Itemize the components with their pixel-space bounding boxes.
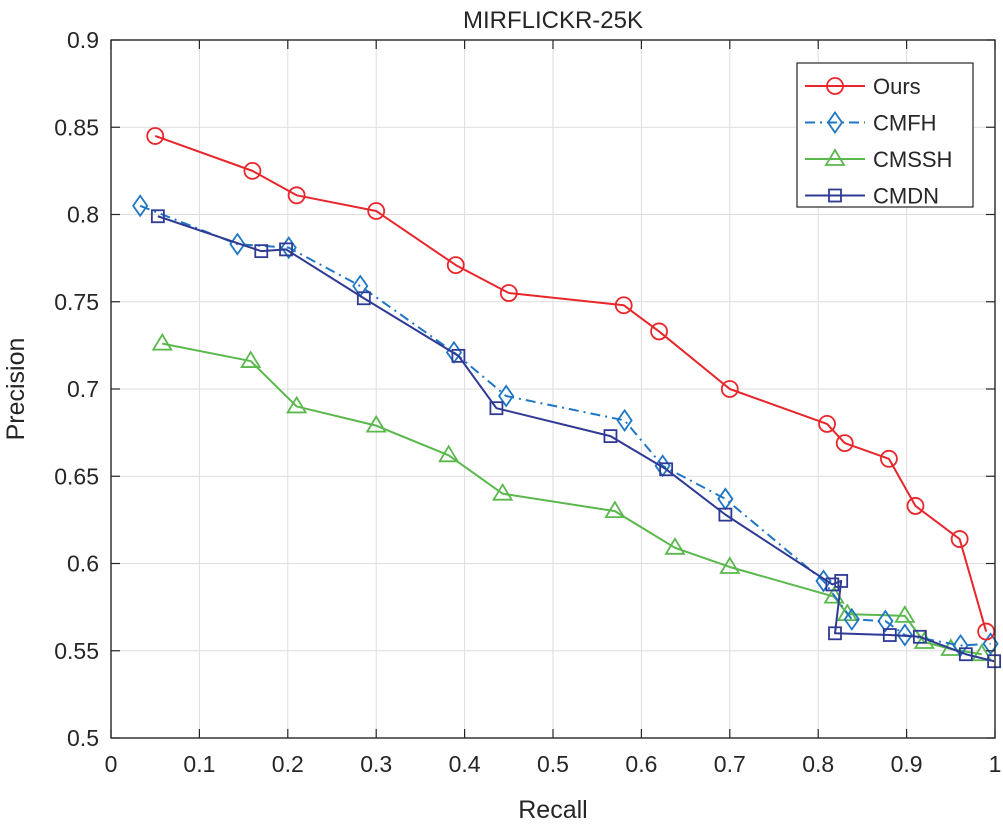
data-point-cmssh (240, 350, 262, 368)
y-tick-label: 0.85 (54, 114, 99, 140)
data-point-cmdn (882, 628, 897, 642)
data-point-cmdn (659, 462, 674, 477)
data-point-cmssh (151, 332, 173, 351)
legend-item-ours: Ours (805, 74, 921, 99)
data-point-cmssh (664, 537, 686, 555)
y-tick-label: 0.65 (54, 463, 99, 489)
data-point-cmfh (843, 607, 860, 631)
series-cmdn (150, 209, 1002, 669)
data-point-cmfh (896, 623, 913, 647)
data-point-ours (499, 284, 518, 302)
series-line-ours (154, 135, 988, 632)
data-point-cmdn (451, 348, 466, 363)
data-point-cmssh (604, 500, 626, 519)
data-point-ours (287, 186, 306, 205)
data-point-cmdn (958, 647, 973, 662)
data-point-cmdn (834, 574, 849, 588)
data-point-cmssh (365, 414, 387, 433)
series-ours (146, 127, 996, 641)
data-point-cmdn (912, 629, 927, 644)
data-point-cmdn (356, 291, 371, 306)
series-line-cmssh (162, 342, 982, 656)
y-tick-label: 0.5 (67, 725, 99, 751)
data-point-cmssh (836, 603, 858, 622)
data-point-cmdn (828, 626, 842, 641)
y-tick-label: 0.8 (67, 202, 99, 228)
x-tick-label: 0.3 (360, 751, 392, 777)
data-point-ours (880, 449, 898, 468)
series-line-cmdn (157, 215, 995, 663)
legend-marker-cmssh (824, 148, 846, 166)
data-point-cmdn (718, 507, 733, 522)
legend-item-cmfh: CMFH (805, 111, 937, 136)
y-axis-label: Precision (2, 338, 30, 441)
x-tick-label: 0.4 (449, 751, 481, 777)
x-tick-label: 0.6 (625, 751, 657, 777)
legend-marker-ours (826, 77, 844, 95)
data-point-ours (906, 497, 925, 515)
data-point-cmfh (280, 236, 297, 260)
data-point-cmfh (132, 194, 149, 218)
legend-label-cmfh: CMFH (873, 111, 937, 136)
data-point-cmfh (616, 408, 633, 432)
data-point-cmdn (987, 654, 1002, 669)
data-point-cmdn (603, 429, 618, 444)
data-point-cmfh (498, 384, 515, 408)
y-tick-label: 0.75 (54, 289, 99, 315)
legend-item-cmdn: CMDN (805, 184, 939, 209)
legend-marker-cmdn (828, 188, 842, 203)
data-point-ours (720, 380, 739, 398)
x-tick-label: 0.8 (802, 751, 834, 777)
x-tick-label: 0.2 (272, 751, 304, 777)
series-layer (132, 127, 1002, 669)
data-point-cmfh (877, 609, 894, 633)
series-line-cmfh (139, 204, 991, 647)
y-tick-label: 0.9 (67, 27, 99, 53)
x-tick-label: 0 (105, 751, 118, 777)
data-point-ours (818, 414, 836, 433)
legend-label-cmssh: CMSSH (873, 147, 952, 172)
data-point-cmdn (150, 209, 165, 224)
x-tick-label: 0.1 (183, 751, 215, 777)
x-tick-label: 0.5 (537, 751, 569, 777)
data-point-ours (243, 161, 262, 180)
data-point-ours (146, 127, 165, 145)
data-point-cmssh (286, 395, 308, 414)
y-tick-label: 0.6 (67, 551, 99, 577)
chart-title: MIRFLICKR-25K (463, 7, 643, 34)
data-point-cmssh (971, 643, 993, 662)
data-point-cmssh (894, 605, 916, 623)
data-point-ours (950, 530, 969, 548)
legend-label-ours: Ours (873, 74, 921, 99)
data-point-ours (977, 622, 996, 641)
x-tick-label: 0.7 (714, 751, 746, 777)
x-tick-label: 1 (989, 751, 1002, 777)
legend-item-cmssh: CMSSH (805, 147, 952, 172)
data-point-cmdn (825, 577, 840, 592)
data-point-cmssh (719, 556, 741, 574)
data-point-ours (650, 322, 668, 341)
data-point-ours (367, 202, 386, 220)
x-tick-label: 0.9 (891, 751, 923, 777)
axis-ticks: 0 0.1 0.2 0.3 0.4 0.5 0.6 0.7 0.8 0.9 1 0.5 0.55 0.6 0… (54, 27, 1001, 777)
data-point-ours (835, 434, 854, 452)
data-point-ours (446, 256, 465, 275)
data-point-cmdn (489, 401, 504, 416)
y-tick-label: 0.7 (67, 376, 99, 402)
y-tick-label: 0.55 (54, 638, 99, 664)
x-axis-label: Recall (518, 796, 587, 824)
legend-marker-cmfh (826, 110, 844, 135)
legend-label-cmdn: CMDN (873, 184, 939, 209)
series-cmssh (151, 332, 993, 662)
data-point-cmssh (438, 444, 460, 463)
data-point-cmdn (279, 242, 293, 257)
data-point-ours (614, 296, 633, 315)
data-point-cmssh (492, 482, 514, 501)
legend: Ours CMFH CMSSH CMDN (796, 62, 974, 209)
data-point-cmdn (254, 244, 269, 259)
